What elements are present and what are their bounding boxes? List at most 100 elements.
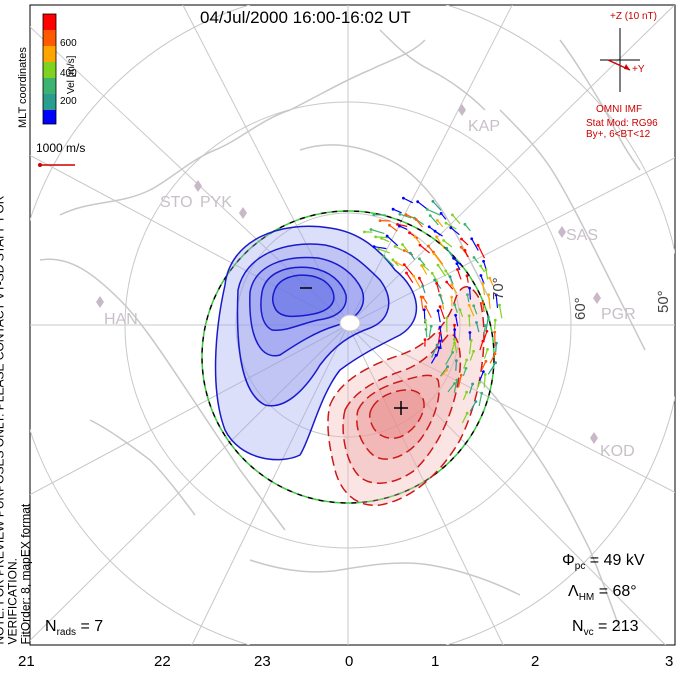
velocity-vector-origin — [438, 339, 442, 343]
velocity-vector — [445, 352, 454, 365]
velocity-vector — [494, 320, 496, 330]
velocity-vector-origin — [480, 391, 484, 395]
velocity-vector — [370, 228, 385, 235]
velocity-vector-origin — [402, 249, 406, 252]
colorbar-tick-600: 600 — [60, 38, 77, 49]
velocity-vector — [429, 215, 439, 226]
velocity-vector — [464, 223, 471, 232]
velocity-vector-origin — [437, 346, 441, 349]
velocity-vector — [436, 283, 440, 293]
velocity-vector-origin — [463, 222, 467, 226]
velocity-vector — [489, 353, 496, 364]
velocity-vector — [495, 294, 499, 308]
velocity-vector — [498, 304, 503, 319]
velocity-vector-origin — [455, 378, 459, 382]
n-rads-stat: Nrads = 7 — [45, 618, 104, 639]
velocity-vector-origin — [391, 258, 395, 262]
mlt-tick-22: 22 — [154, 653, 171, 670]
velocity-vector-origin — [398, 224, 401, 228]
velocity-vector-origin — [453, 328, 457, 331]
velocity-vector-origin — [465, 358, 468, 362]
velocity-vector — [420, 296, 424, 311]
velocity-vector-origin — [432, 252, 436, 256]
n-vc-value: = 213 — [598, 618, 639, 635]
velocity-vector-origin — [422, 308, 426, 312]
velocity-vector — [483, 261, 487, 270]
velocity-vector — [431, 344, 438, 358]
station-kod: KOD — [600, 443, 635, 460]
velocity-vector-origin — [424, 305, 427, 308]
velocity-vector-origin — [481, 301, 485, 304]
velocity-vector — [434, 230, 443, 237]
velocity-vector — [487, 362, 497, 375]
velocity-vector-origin — [468, 286, 471, 290]
station-sto: STO — [160, 194, 193, 211]
imf-y-label: +Y — [632, 64, 645, 75]
velocity-vector — [447, 383, 455, 393]
velocity-vector-origin — [484, 324, 487, 327]
velocity-vector — [443, 240, 453, 248]
velocity-vector-origin — [449, 226, 453, 230]
velocity-vector-origin — [438, 293, 442, 297]
velocity-vector — [483, 349, 489, 359]
velocity-vector — [386, 235, 399, 247]
velocity-vector — [433, 253, 444, 267]
velocity-vector-origin — [372, 245, 376, 249]
velocity-vector-origin — [472, 304, 476, 308]
station-kap: KAP — [468, 118, 501, 135]
velocity-vector-origin — [445, 280, 449, 284]
velocity-vector-origin — [452, 337, 456, 341]
velocity-vector-origin — [401, 243, 404, 246]
velocity-vector-origin — [427, 244, 430, 248]
imf-model-line2: By+, 6<BT<12 — [586, 129, 651, 140]
velocity-vector-origin — [416, 200, 420, 204]
phi-pc-stat: Φpc = 49 kV — [562, 552, 645, 573]
velocity-vector — [478, 393, 483, 407]
velocity-vector-origin — [459, 245, 463, 249]
velocity-vector-origin — [439, 212, 443, 215]
velocity-vector — [455, 360, 457, 371]
velocity-vector — [477, 244, 486, 259]
velocity-vector-origin — [458, 308, 462, 311]
velocity-vector — [463, 359, 468, 369]
velocity-vector-origin — [486, 315, 490, 319]
velocity-vector-origin — [459, 373, 463, 377]
coordinates-label: MLT coordinates — [17, 47, 29, 128]
velocity-vector — [483, 325, 486, 335]
velocity-vector-origin — [394, 261, 398, 264]
magnetic-pole — [339, 314, 361, 332]
velocity-colorbar — [42, 13, 57, 125]
velocity-vector — [488, 294, 491, 309]
velocity-vector — [451, 214, 461, 225]
velocity-vector — [413, 275, 422, 289]
velocity-vector-origin — [421, 284, 425, 288]
velocity-vector-origin — [433, 229, 437, 233]
velocity-vector-origin — [393, 245, 397, 248]
mlat-label-50: 50° — [655, 290, 672, 313]
velocity-vector-origin — [478, 380, 482, 384]
velocity-vector — [453, 339, 458, 353]
velocity-vector — [439, 327, 443, 342]
reference-vector-label: 1000 m/s — [36, 141, 86, 155]
velocity-vector-origin — [453, 303, 457, 307]
velocity-vector — [469, 288, 471, 300]
velocity-vector-origin — [460, 237, 463, 241]
velocity-vectors — [363, 196, 503, 424]
velocity-vector-origin — [419, 295, 423, 299]
velocity-vector-origin — [484, 268, 488, 272]
velocity-vector-origin — [435, 282, 439, 285]
velocity-vector-origin — [488, 276, 492, 280]
colorbar-tick-200: 200 — [60, 96, 77, 107]
velocity-vector-origin — [438, 331, 442, 335]
velocity-vector-origin — [444, 221, 448, 225]
velocity-vector-origin — [494, 361, 497, 365]
velocity-vector-origin — [450, 295, 454, 299]
velocity-vector-origin — [405, 271, 408, 275]
velocity-vector-origin — [455, 262, 459, 265]
station-han: HAN — [104, 311, 138, 328]
velocity-vector-origin — [433, 278, 436, 282]
velocity-vector-origin — [448, 275, 452, 278]
velocity-vector-origin — [483, 373, 487, 376]
colorbar-tick-400: 400 — [60, 68, 77, 79]
